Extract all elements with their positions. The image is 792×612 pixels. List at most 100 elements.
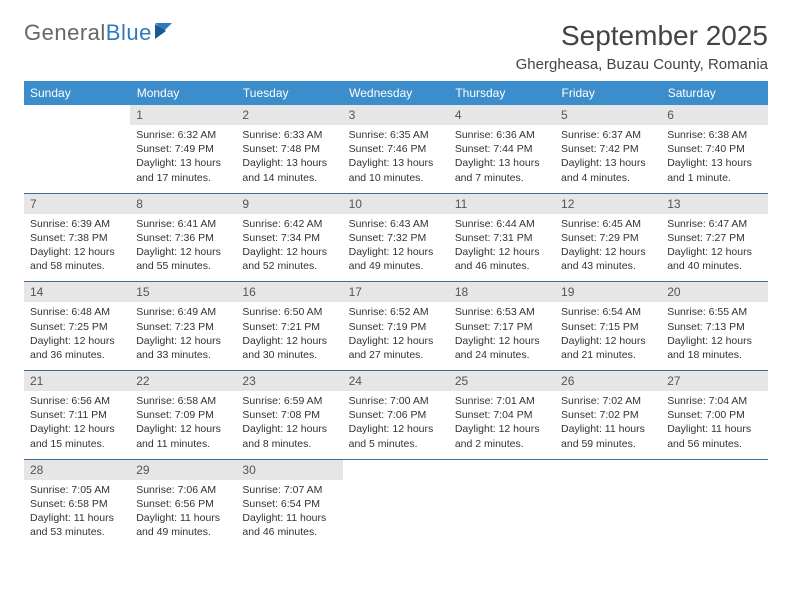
day-content-cell: Sunrise: 6:58 AMSunset: 7:09 PMDaylight:… <box>130 391 236 459</box>
day-number-cell <box>24 105 130 125</box>
daycell-row: Sunrise: 6:39 AMSunset: 7:38 PMDaylight:… <box>24 214 768 282</box>
day-content: Sunrise: 6:52 AMSunset: 7:19 PMDaylight:… <box>343 302 449 370</box>
sunrise-text: Sunrise: 7:07 AM <box>242 483 336 497</box>
flag-icon <box>154 21 180 46</box>
sunrise-text: Sunrise: 6:47 AM <box>667 217 761 231</box>
day-number <box>555 460 661 480</box>
day-content: Sunrise: 6:38 AMSunset: 7:40 PMDaylight:… <box>661 125 767 193</box>
daynum-row: 14151617181920 <box>24 282 768 303</box>
sunrise-text: Sunrise: 7:02 AM <box>561 394 655 408</box>
day-number-cell <box>449 459 555 480</box>
sunrise-text: Sunrise: 6:54 AM <box>561 305 655 319</box>
day-content-cell: Sunrise: 6:48 AMSunset: 7:25 PMDaylight:… <box>24 302 130 370</box>
day-number: 7 <box>24 194 130 214</box>
day-number-cell: 8 <box>130 193 236 214</box>
day-content-cell: Sunrise: 6:43 AMSunset: 7:32 PMDaylight:… <box>343 214 449 282</box>
daylight-text: Daylight: 13 hours and 17 minutes. <box>136 156 230 184</box>
day-content-cell: Sunrise: 6:44 AMSunset: 7:31 PMDaylight:… <box>449 214 555 282</box>
day-content: Sunrise: 6:55 AMSunset: 7:13 PMDaylight:… <box>661 302 767 370</box>
sunrise-text: Sunrise: 6:55 AM <box>667 305 761 319</box>
day-number-cell: 18 <box>449 282 555 303</box>
daylight-text: Daylight: 13 hours and 1 minute. <box>667 156 761 184</box>
daylight-text: Daylight: 11 hours and 49 minutes. <box>136 511 230 539</box>
day-content: Sunrise: 7:06 AMSunset: 6:56 PMDaylight:… <box>130 480 236 548</box>
sunrise-text: Sunrise: 7:04 AM <box>667 394 761 408</box>
daycell-row: Sunrise: 6:48 AMSunset: 7:25 PMDaylight:… <box>24 302 768 370</box>
day-content <box>24 125 130 187</box>
day-content-cell <box>555 480 661 548</box>
sunset-text: Sunset: 7:38 PM <box>30 231 124 245</box>
sunset-text: Sunset: 7:34 PM <box>242 231 336 245</box>
daynum-row: 282930 <box>24 459 768 480</box>
sunset-text: Sunset: 7:36 PM <box>136 231 230 245</box>
day-content-cell: Sunrise: 6:36 AMSunset: 7:44 PMDaylight:… <box>449 125 555 193</box>
day-number-cell: 6 <box>661 105 767 125</box>
sunrise-text: Sunrise: 7:06 AM <box>136 483 230 497</box>
dayname: Friday <box>555 81 661 105</box>
sunset-text: Sunset: 6:54 PM <box>242 497 336 511</box>
daylight-text: Daylight: 12 hours and 27 minutes. <box>349 334 443 362</box>
day-content-cell: Sunrise: 6:37 AMSunset: 7:42 PMDaylight:… <box>555 125 661 193</box>
day-content: Sunrise: 6:54 AMSunset: 7:15 PMDaylight:… <box>555 302 661 370</box>
sunset-text: Sunset: 7:48 PM <box>242 142 336 156</box>
daylight-text: Daylight: 12 hours and 8 minutes. <box>242 422 336 450</box>
sunset-text: Sunset: 7:13 PM <box>667 320 761 334</box>
day-number-cell: 11 <box>449 193 555 214</box>
daylight-text: Daylight: 12 hours and 55 minutes. <box>136 245 230 273</box>
dayname: Tuesday <box>236 81 342 105</box>
location-label: Ghergheasa, Buzau County, Romania <box>516 56 768 73</box>
dayname: Wednesday <box>343 81 449 105</box>
day-number-cell: 17 <box>343 282 449 303</box>
daycell-row: Sunrise: 6:32 AMSunset: 7:49 PMDaylight:… <box>24 125 768 193</box>
daylight-text: Daylight: 12 hours and 24 minutes. <box>455 334 549 362</box>
sunrise-text: Sunrise: 7:05 AM <box>30 483 124 497</box>
sunrise-text: Sunrise: 6:49 AM <box>136 305 230 319</box>
day-number: 16 <box>236 282 342 302</box>
dayname: Monday <box>130 81 236 105</box>
day-content: Sunrise: 6:58 AMSunset: 7:09 PMDaylight:… <box>130 391 236 459</box>
sunset-text: Sunset: 7:02 PM <box>561 408 655 422</box>
day-number-cell: 2 <box>236 105 342 125</box>
day-content-cell: Sunrise: 6:45 AMSunset: 7:29 PMDaylight:… <box>555 214 661 282</box>
brand-part1: General <box>24 20 106 45</box>
day-content-cell: Sunrise: 6:59 AMSunset: 7:08 PMDaylight:… <box>236 391 342 459</box>
daylight-text: Daylight: 12 hours and 2 minutes. <box>455 422 549 450</box>
day-content-cell: Sunrise: 6:49 AMSunset: 7:23 PMDaylight:… <box>130 302 236 370</box>
daylight-text: Daylight: 12 hours and 33 minutes. <box>136 334 230 362</box>
day-content: Sunrise: 6:35 AMSunset: 7:46 PMDaylight:… <box>343 125 449 193</box>
day-number: 3 <box>343 105 449 125</box>
sunrise-text: Sunrise: 6:53 AM <box>455 305 549 319</box>
daynum-row: 123456 <box>24 105 768 125</box>
day-number-cell: 4 <box>449 105 555 125</box>
sunset-text: Sunset: 7:21 PM <box>242 320 336 334</box>
day-content-cell: Sunrise: 6:33 AMSunset: 7:48 PMDaylight:… <box>236 125 342 193</box>
day-number-cell: 28 <box>24 459 130 480</box>
sunrise-text: Sunrise: 6:44 AM <box>455 217 549 231</box>
daylight-text: Daylight: 12 hours and 30 minutes. <box>242 334 336 362</box>
daylight-text: Daylight: 12 hours and 18 minutes. <box>667 334 761 362</box>
daylight-text: Daylight: 12 hours and 58 minutes. <box>30 245 124 273</box>
day-content: Sunrise: 6:59 AMSunset: 7:08 PMDaylight:… <box>236 391 342 459</box>
day-number-cell: 14 <box>24 282 130 303</box>
day-number: 22 <box>130 371 236 391</box>
sunset-text: Sunset: 6:58 PM <box>30 497 124 511</box>
day-content: Sunrise: 6:33 AMSunset: 7:48 PMDaylight:… <box>236 125 342 193</box>
day-number-cell <box>661 459 767 480</box>
day-number: 30 <box>236 460 342 480</box>
day-content: Sunrise: 6:47 AMSunset: 7:27 PMDaylight:… <box>661 214 767 282</box>
day-content: Sunrise: 7:02 AMSunset: 7:02 PMDaylight:… <box>555 391 661 459</box>
sunrise-text: Sunrise: 6:56 AM <box>30 394 124 408</box>
day-content: Sunrise: 6:32 AMSunset: 7:49 PMDaylight:… <box>130 125 236 193</box>
daylight-text: Daylight: 12 hours and 52 minutes. <box>242 245 336 273</box>
day-number: 1 <box>130 105 236 125</box>
day-number-cell: 9 <box>236 193 342 214</box>
sunset-text: Sunset: 7:46 PM <box>349 142 443 156</box>
daylight-text: Daylight: 12 hours and 49 minutes. <box>349 245 443 273</box>
sunrise-text: Sunrise: 6:42 AM <box>242 217 336 231</box>
sunset-text: Sunset: 7:42 PM <box>561 142 655 156</box>
day-number: 13 <box>661 194 767 214</box>
sunset-text: Sunset: 7:06 PM <box>349 408 443 422</box>
sunrise-text: Sunrise: 6:32 AM <box>136 128 230 142</box>
dayname: Saturday <box>661 81 767 105</box>
sunrise-text: Sunrise: 6:36 AM <box>455 128 549 142</box>
